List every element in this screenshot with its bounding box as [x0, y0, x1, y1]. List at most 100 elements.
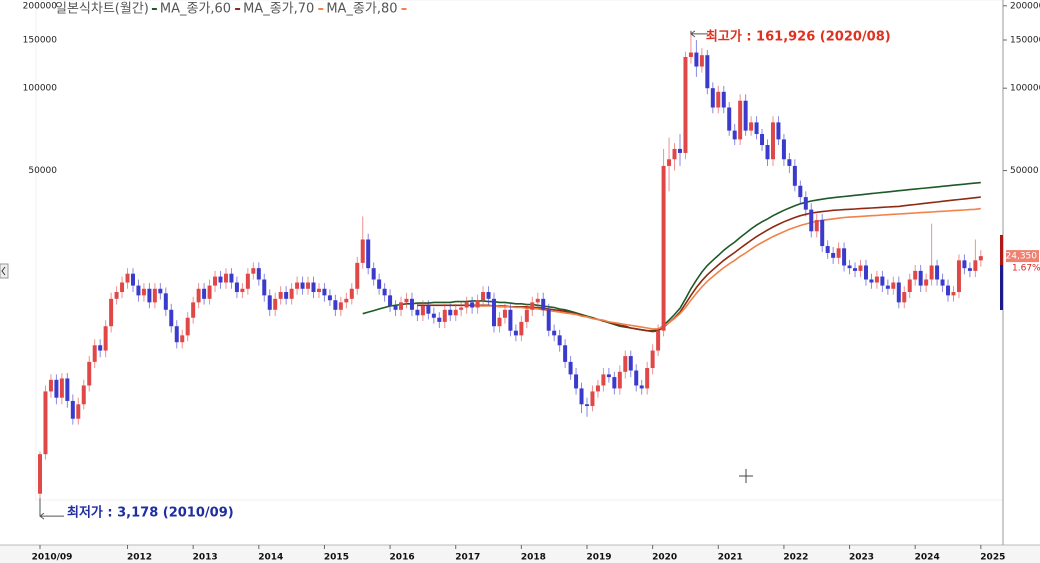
- candle-body: [885, 285, 890, 289]
- candle-body: [585, 404, 589, 406]
- candle-body: [754, 122, 759, 135]
- candle-body: [48, 379, 53, 392]
- candle-body: [103, 326, 108, 351]
- annotation-arrow: [690, 30, 708, 38]
- candle-body: [98, 345, 103, 351]
- candle-body: [355, 262, 360, 289]
- candle-body: [81, 385, 86, 405]
- candle-body: [125, 273, 130, 283]
- candle-body: [475, 300, 480, 308]
- candle-body: [563, 345, 568, 362]
- candle-body: [360, 239, 365, 263]
- candle-body: [798, 185, 803, 198]
- candle-body: [956, 260, 961, 293]
- candle-body: [202, 288, 207, 299]
- candle-body: [251, 268, 256, 274]
- candle-body: [43, 391, 48, 455]
- chart-title: 일본식차트(월간): [55, 2, 149, 17]
- candle-body: [415, 309, 420, 316]
- candle-body: [951, 292, 956, 296]
- y-tick-label-left: 200000: [23, 1, 58, 11]
- candle-body: [612, 377, 617, 389]
- candle-body: [705, 55, 710, 89]
- candle-body: [590, 391, 595, 406]
- candle-body: [770, 122, 775, 160]
- candle-body: [863, 265, 868, 280]
- candle-body: [792, 165, 797, 186]
- candle-body: [902, 292, 907, 303]
- candle-body: [152, 288, 157, 303]
- candle-body: [59, 378, 64, 398]
- candle-body: [393, 306, 398, 310]
- candle-body: [388, 295, 393, 307]
- candle-body: [459, 307, 464, 310]
- legend-label: MA_종가,80: [326, 2, 397, 17]
- candle-body: [180, 335, 185, 343]
- candle-body: [935, 265, 940, 280]
- crosshair: [739, 469, 753, 483]
- candle-body: [38, 454, 42, 494]
- candle-body: [267, 295, 272, 310]
- candle-body: [541, 298, 546, 310]
- annotation-high: 최고가 : 161,926 (2020/08): [706, 29, 891, 44]
- legend-label: MA_종가,60: [160, 2, 231, 17]
- candle-body: [831, 252, 836, 258]
- candle-body: [54, 379, 59, 398]
- candle-body: [896, 282, 901, 303]
- candle-body: [169, 309, 174, 327]
- candle-body: [781, 139, 786, 160]
- candle-body: [163, 293, 168, 310]
- candle-body: [448, 309, 453, 316]
- candle-body: [623, 356, 628, 372]
- candle-body: [442, 309, 447, 322]
- candle-body: [136, 285, 141, 296]
- candle-body: [234, 282, 239, 293]
- candle-body: [716, 91, 721, 108]
- candle-body: [656, 330, 661, 351]
- candle-body: [120, 282, 125, 293]
- candle-body: [677, 148, 682, 153]
- candle-body: [409, 298, 414, 310]
- candle-body: [825, 246, 830, 253]
- candle-body: [366, 239, 371, 269]
- candle-body: [327, 295, 332, 301]
- candle-body: [628, 356, 633, 371]
- candle-body: [399, 302, 404, 310]
- candle-body: [962, 260, 967, 269]
- candle-body: [595, 385, 600, 392]
- candle-body: [130, 273, 135, 286]
- y-tick-label-left: 150000: [23, 35, 58, 45]
- candle-body: [295, 282, 300, 289]
- annotation-low: 최저가 : 3,178 (2010/09): [67, 506, 234, 521]
- candle-body: [262, 279, 267, 296]
- candle-body: [486, 292, 491, 299]
- candle-body: [661, 165, 666, 331]
- candle-body: [650, 350, 655, 368]
- candle-body: [316, 288, 321, 293]
- candle-body: [694, 52, 699, 67]
- x-tick-label: 2018: [521, 553, 546, 563]
- candle-body: [530, 302, 535, 310]
- candle-body: [836, 248, 841, 258]
- candle-body: [929, 265, 934, 280]
- candle-body: [519, 321, 524, 336]
- candle-body: [874, 276, 879, 283]
- candle-body: [787, 159, 792, 166]
- ma-line: [472, 207, 981, 330]
- candle-body: [946, 285, 951, 296]
- candle-body: [721, 91, 726, 108]
- candle-body: [404, 298, 409, 303]
- candle-body: [256, 268, 261, 280]
- candle-body: [174, 326, 179, 343]
- change-label: 1.67%: [1012, 264, 1040, 274]
- candle-body: [579, 388, 584, 405]
- candle-body: [196, 288, 201, 303]
- candle-body: [65, 378, 70, 401]
- candle-body: [967, 268, 972, 271]
- candle-body: [223, 273, 228, 283]
- x-tick-label: 2021: [718, 553, 743, 563]
- candle-body: [639, 385, 644, 389]
- side-toggle[interactable]: [0, 263, 9, 279]
